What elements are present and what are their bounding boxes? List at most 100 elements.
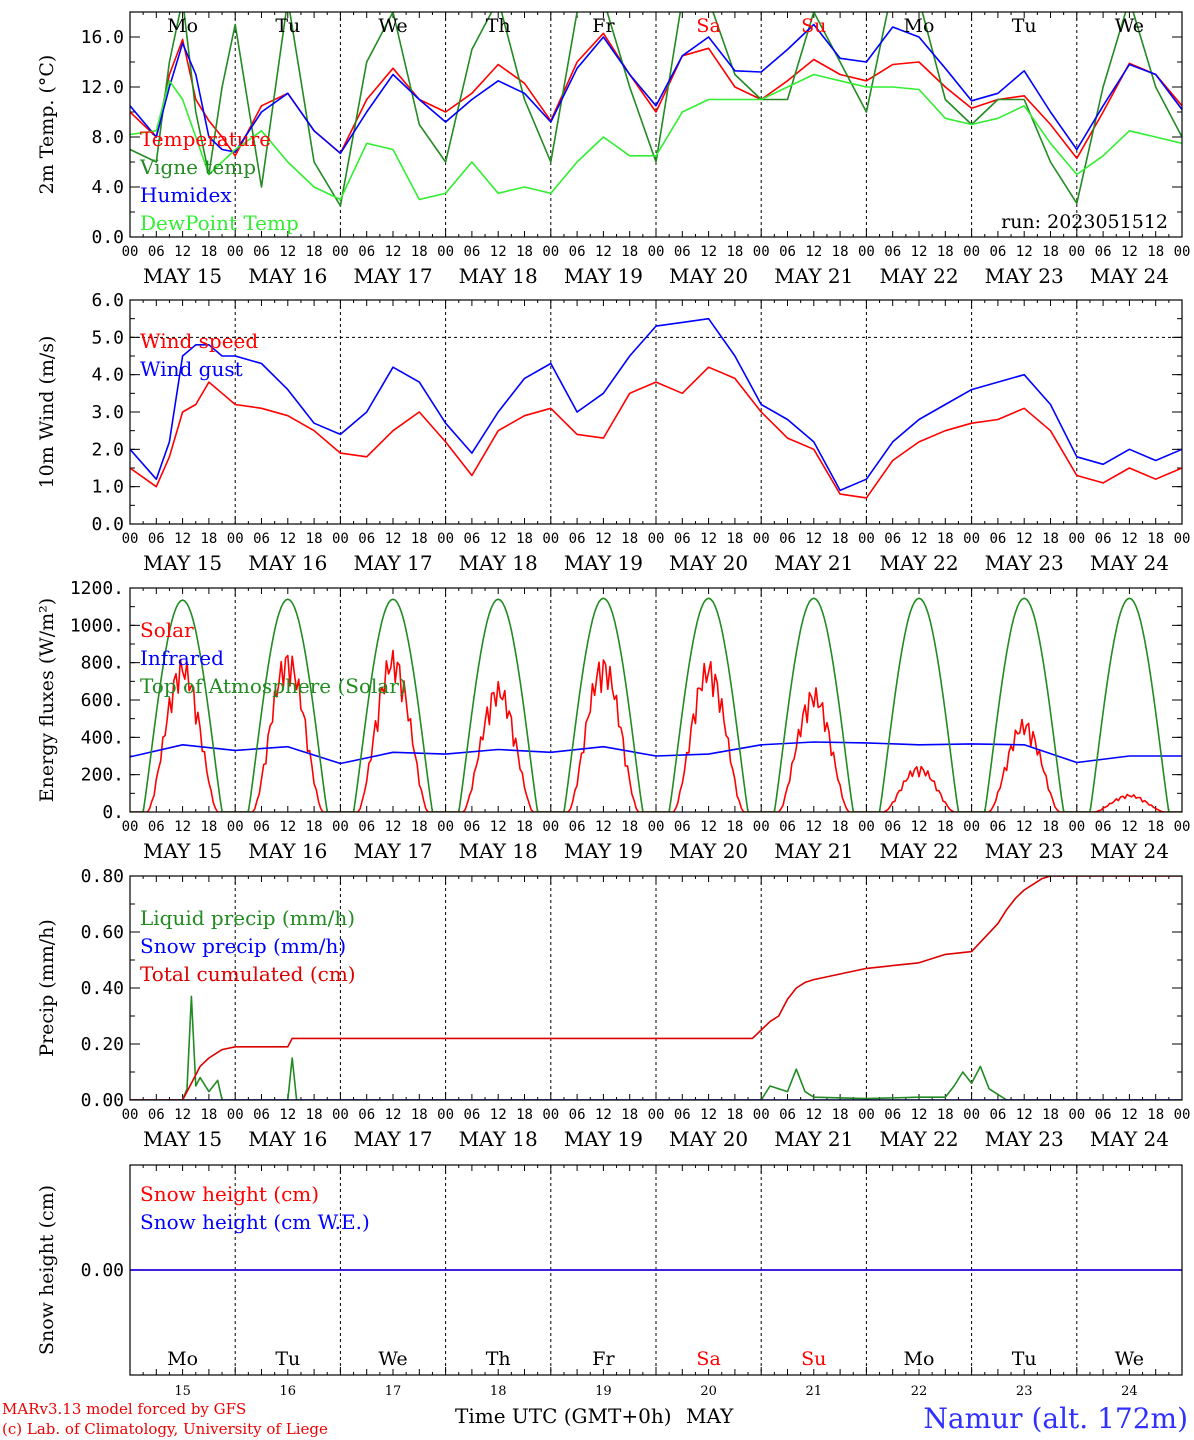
x-hour-label: 06 bbox=[463, 1107, 480, 1123]
series-group bbox=[130, 317, 1182, 499]
x-hour-label: 18 bbox=[621, 819, 638, 835]
y-axis-label: Snow height (cm) bbox=[36, 1185, 58, 1355]
y-tick-label: 200. bbox=[81, 765, 124, 786]
weekday-label: Sa bbox=[696, 15, 720, 37]
x-hour-label: 12 bbox=[1121, 531, 1138, 547]
x-hour-label: 06 bbox=[674, 244, 691, 260]
panel-4: 0.00 0.20 0.40 0.60 0.80 Precip (mm/h) Liquid … bbox=[36, 866, 1190, 1151]
x-hour-label: 06 bbox=[779, 531, 796, 547]
weekday-label: Fr bbox=[592, 1348, 615, 1370]
series-line-solar bbox=[130, 649, 1182, 812]
x-date-label: MAY 22 bbox=[879, 264, 958, 288]
panel-frame bbox=[129, 1164, 1183, 1376]
x-hour-label: 00 bbox=[122, 819, 139, 835]
x-date-label: MAY 17 bbox=[353, 551, 432, 575]
x-hour-label: 12 bbox=[700, 531, 717, 547]
x-date-label: MAY 23 bbox=[985, 551, 1064, 575]
x-hour-label: 06 bbox=[989, 1107, 1006, 1123]
x-hour-label: 18 bbox=[726, 244, 743, 260]
x-hour-label: 18 bbox=[937, 819, 954, 835]
x-hour-label: 06 bbox=[779, 244, 796, 260]
x-hour-label: 12 bbox=[279, 819, 296, 835]
x-hour-label: 12 bbox=[700, 819, 717, 835]
x-hour-label: 12 bbox=[1016, 1107, 1033, 1123]
x-date-label: MAY 20 bbox=[669, 551, 748, 575]
x-hour-label: 18 bbox=[200, 819, 217, 835]
x-hour-label: 18 bbox=[832, 819, 849, 835]
x-hour-label: 00 bbox=[753, 531, 770, 547]
y-tick-label: 8.0 bbox=[91, 127, 124, 148]
x-hour-label: 00 bbox=[753, 1107, 770, 1123]
y-tick-label: 1000. bbox=[70, 615, 124, 636]
x-hour-label: 00 bbox=[1068, 244, 1085, 260]
x-hour-label: 12 bbox=[595, 244, 612, 260]
legend-entry-infrared: Infrared bbox=[140, 646, 224, 670]
x-hour-label: 12 bbox=[805, 244, 822, 260]
x-hour-label: 06 bbox=[884, 819, 901, 835]
x-hour-label: 12 bbox=[595, 1107, 612, 1123]
x-hour-label: 18 bbox=[306, 244, 323, 260]
x-date-label: MAY 17 bbox=[353, 264, 432, 288]
y-tick-label: 4.0 bbox=[91, 177, 124, 198]
x-hour-label: 12 bbox=[174, 1107, 191, 1123]
x-date-label: MAY 20 bbox=[669, 1127, 748, 1151]
x-hour-label: 06 bbox=[1095, 531, 1112, 547]
x-hour-label: 12 bbox=[911, 244, 928, 260]
x-hour-label: 12 bbox=[490, 531, 507, 547]
x-date-label: MAY 19 bbox=[564, 1127, 643, 1151]
x-hour-label: 06 bbox=[253, 531, 270, 547]
x-hour-label: 18 bbox=[200, 1107, 217, 1123]
x-hour-label: 12 bbox=[911, 531, 928, 547]
y-tick-label: 0.00 bbox=[81, 1260, 124, 1281]
x-hour-label: 06 bbox=[358, 1107, 375, 1123]
x-hour-label: 12 bbox=[174, 244, 191, 260]
x-hour-label: 12 bbox=[385, 244, 402, 260]
legend-entry-solar: Solar bbox=[140, 618, 194, 642]
x-hour-label: 12 bbox=[174, 819, 191, 835]
x-date-label: MAY 15 bbox=[143, 264, 222, 288]
x-hour-label: 00 bbox=[753, 819, 770, 835]
day-number-label: 16 bbox=[280, 1384, 297, 1399]
legend-entry-snow-precip-mm-h-: Snow precip (mm/h) bbox=[140, 934, 346, 958]
x-hour-label: 06 bbox=[674, 819, 691, 835]
y-tick-label: 2.0 bbox=[91, 439, 124, 460]
x-date-label: MAY 16 bbox=[248, 264, 327, 288]
day-number-label: 23 bbox=[1016, 1384, 1033, 1399]
x-hour-label: 12 bbox=[1016, 244, 1033, 260]
x-hour-label: 06 bbox=[779, 1107, 796, 1123]
x-hour-label: 00 bbox=[227, 819, 244, 835]
y-tick-label: 0.20 bbox=[81, 1034, 124, 1055]
legend-entry-total-cumulated-cm-: Total cumulated (cm) bbox=[140, 962, 356, 986]
y-tick-label: 16.0 bbox=[81, 27, 124, 48]
y-axis-label: 10m Wind (m/s) bbox=[36, 336, 58, 489]
x-hour-label: 00 bbox=[858, 819, 875, 835]
legend-entry-wind-speed: Wind speed bbox=[140, 329, 258, 353]
x-hour-label: 06 bbox=[358, 244, 375, 260]
x-hour-label: 18 bbox=[1042, 1107, 1059, 1123]
x-hour-label: 00 bbox=[1174, 531, 1191, 547]
weekday-label: We bbox=[378, 1348, 407, 1370]
y-tick-label: 0.0 bbox=[91, 227, 124, 248]
series-line-top-of-atmosphere-solar- bbox=[130, 597, 1182, 812]
series-line-temperature bbox=[130, 32, 1182, 160]
x-date-label: MAY 23 bbox=[985, 1127, 1064, 1151]
x-hour-label: 06 bbox=[989, 531, 1006, 547]
x-hour-label: 00 bbox=[227, 1107, 244, 1123]
x-hour-label: 06 bbox=[358, 531, 375, 547]
x-hour-label: 18 bbox=[1042, 819, 1059, 835]
x-hour-label: 12 bbox=[385, 531, 402, 547]
x-date-label: MAY 21 bbox=[774, 839, 853, 863]
weekday-label: Tu bbox=[275, 1348, 300, 1370]
x-hour-label: 12 bbox=[700, 1107, 717, 1123]
series-line-wind-speed bbox=[130, 366, 1182, 499]
x-hour-label: 12 bbox=[911, 819, 928, 835]
series-group bbox=[130, 12, 1182, 207]
location-label: Namur (alt. 172m) bbox=[923, 1402, 1188, 1435]
x-hour-label: 00 bbox=[332, 1107, 349, 1123]
x-hour-label: 00 bbox=[963, 1107, 980, 1123]
x-hour-label: 18 bbox=[200, 244, 217, 260]
x-hour-label: 00 bbox=[122, 1107, 139, 1123]
x-hour-label: 06 bbox=[569, 531, 586, 547]
x-hour-label: 00 bbox=[858, 244, 875, 260]
x-hour-label: 06 bbox=[148, 244, 165, 260]
